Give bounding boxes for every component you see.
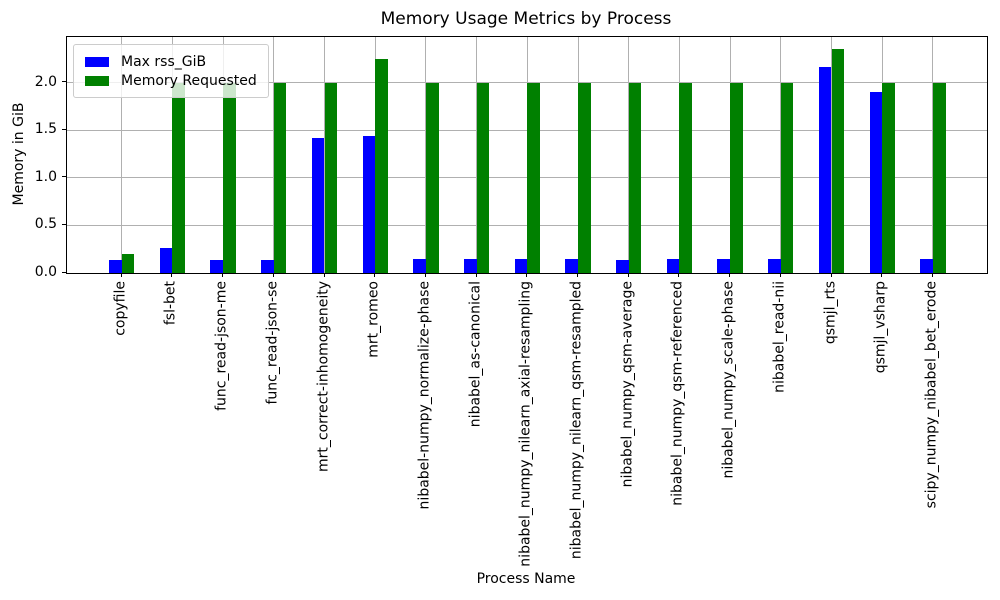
x-tick-mark: [627, 273, 629, 277]
legend: Max rss_GiB Memory Requested: [73, 44, 269, 98]
x-tick-label: fsl-bet: [162, 281, 179, 326]
x-tick-mark: [577, 273, 578, 277]
bar-max-rss: [818, 67, 832, 273]
bar-memory-requested: [273, 82, 287, 273]
bar-memory-requested: [932, 82, 946, 273]
bar-max-rss: [159, 248, 173, 273]
x-tick-label: qsmjl_vsharp: [872, 281, 889, 374]
x-tick-mark: [374, 273, 376, 277]
x-tick-label: nibabel_numpy_scale-phase: [720, 281, 737, 479]
bar-memory-requested: [324, 82, 338, 273]
bar-max-rss: [210, 259, 224, 273]
x-tick-mark: [881, 273, 883, 277]
x-tick-label: func_read-json-se: [264, 281, 281, 405]
x-tick-mark: [729, 273, 731, 277]
legend-swatch-max-rss: [85, 56, 109, 67]
bar-max-rss: [768, 258, 781, 273]
x-tick-mark: [222, 273, 224, 277]
x-tick-label: nibabel_numpy_nilearn_qsm-resampled: [568, 281, 585, 560]
y-tick-label: 0.0: [34, 264, 57, 280]
bar-max-rss: [109, 259, 122, 273]
plot-area: Max rss_GiB Memory Requested: [66, 36, 988, 274]
y-tick-label: 2.0: [34, 73, 57, 90]
x-tick-mark: [779, 273, 781, 277]
x-tick-label: nibabel_numpy_nilearn_axial-resampling: [517, 281, 534, 567]
bar-memory-requested: [679, 82, 693, 273]
x-tick-mark: [475, 273, 477, 277]
bar-memory-requested: [425, 82, 439, 273]
x-tick-mark: [526, 273, 528, 277]
bar-memory-requested: [476, 82, 490, 273]
x-tick-mark: [830, 273, 832, 277]
y-tick-mark: [62, 271, 66, 273]
x-tick-mark: [424, 273, 426, 277]
x-tick-label: mrt_romeo: [365, 281, 382, 358]
legend-entry-max-rss: Max rss_GiB: [85, 52, 257, 71]
x-tick-label: scipy_numpy_nibabel_bet_erode: [923, 281, 940, 509]
bar-memory-requested: [882, 82, 895, 273]
bar-memory-requested: [375, 58, 388, 273]
x-tick-mark: [931, 273, 933, 277]
legend-label-memory-requested: Memory Requested: [121, 72, 257, 89]
y-tick-mark: [62, 176, 66, 178]
chart-title: Memory Usage Metrics by Process: [380, 9, 672, 29]
x-tick-label: nibabel_numpy_qsm-referenced: [669, 281, 686, 506]
bar-memory-requested: [780, 82, 794, 273]
bar-max-rss: [920, 258, 933, 273]
gridline-vertical: [121, 37, 123, 273]
y-tick-mark: [62, 223, 66, 225]
x-tick-mark: [171, 273, 173, 277]
bar-max-rss: [261, 259, 274, 273]
x-tick-label: mrt_correct-inhomogeneity: [315, 281, 331, 473]
bar-max-rss: [565, 258, 578, 273]
bar-memory-requested: [527, 82, 540, 273]
bar-memory-requested: [831, 49, 845, 273]
y-tick-mark: [62, 128, 66, 130]
y-tick-mark: [62, 81, 66, 83]
bar-max-rss: [362, 135, 376, 273]
bar-max-rss: [717, 258, 731, 273]
x-tick-label: copyfile: [112, 281, 129, 336]
bar-max-rss: [514, 258, 528, 273]
bar-max-rss: [413, 258, 426, 273]
bar-max-rss: [311, 137, 325, 273]
x-tick-mark: [323, 273, 325, 277]
x-tick-mark: [120, 273, 122, 277]
bar-memory-requested: [223, 82, 236, 273]
y-axis-label: Memory in GiB: [11, 102, 27, 206]
bar-memory-requested: [172, 82, 186, 273]
x-axis-label: Process Name: [476, 571, 576, 587]
bar-memory-requested: [628, 82, 642, 273]
y-tick-label: 1.5: [34, 121, 57, 138]
x-tick-label: func_read-json-me: [213, 281, 230, 411]
legend-entry-memory-requested: Memory Requested: [85, 71, 257, 90]
x-tick-label: nibabel_as-canonical: [467, 281, 484, 428]
bar-max-rss: [463, 258, 477, 273]
x-tick-label: nibabel-numpy_normalize-phase: [416, 281, 433, 510]
x-tick-label: nibabel_read-nii: [771, 281, 788, 393]
y-tick-label: 0.5: [34, 216, 57, 233]
x-tick-label: qsmjl_rts: [822, 281, 838, 345]
x-tick-mark: [272, 273, 274, 277]
x-tick-label: nibabel_numpy_qsm-average: [619, 281, 636, 488]
bar-max-rss: [666, 258, 680, 273]
legend-label-max-rss: Max rss_GiB: [121, 53, 207, 70]
bar-memory-requested: [730, 82, 743, 273]
bar-memory-requested: [121, 253, 135, 273]
bar-max-rss: [869, 92, 883, 273]
y-tick-label: 1.0: [34, 168, 57, 185]
bar-memory-requested: [578, 82, 591, 273]
legend-swatch-memory-requested: [85, 75, 109, 86]
bar-max-rss: [616, 259, 629, 273]
x-tick-mark: [678, 273, 680, 277]
